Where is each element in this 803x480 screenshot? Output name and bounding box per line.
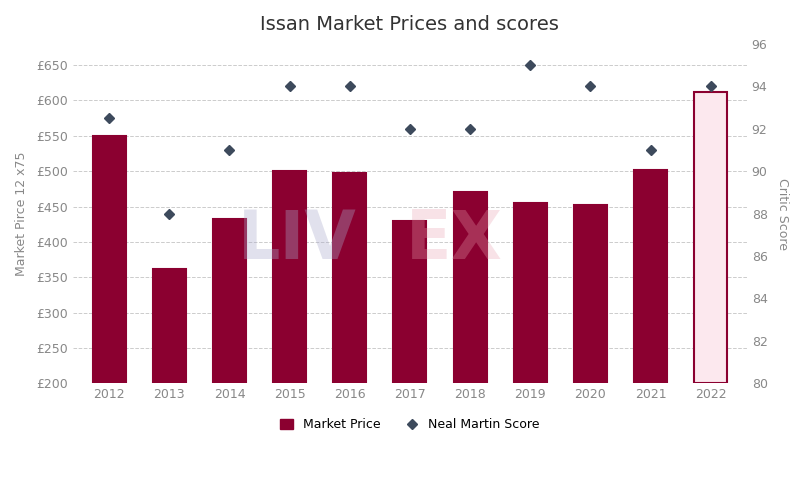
Y-axis label: Critic Score: Critic Score [775,178,788,250]
Bar [393,221,426,384]
Text: LIV: LIV [238,207,357,273]
Bar [213,219,246,384]
Bar [513,203,546,384]
Bar [332,173,366,384]
Title: Issan Market Prices and scores: Issan Market Prices and scores [260,15,559,34]
Bar [92,136,125,384]
Bar [693,92,727,384]
Bar [273,171,306,384]
Bar [573,205,606,384]
Bar [153,269,185,384]
Legend: Market Price, Neal Martin Score: Market Price, Neal Martin Score [280,419,539,432]
Bar [453,192,486,384]
Y-axis label: Market Pirce 12 x75: Market Pirce 12 x75 [15,151,28,276]
Bar [634,170,666,384]
Text: EX: EX [406,207,502,273]
